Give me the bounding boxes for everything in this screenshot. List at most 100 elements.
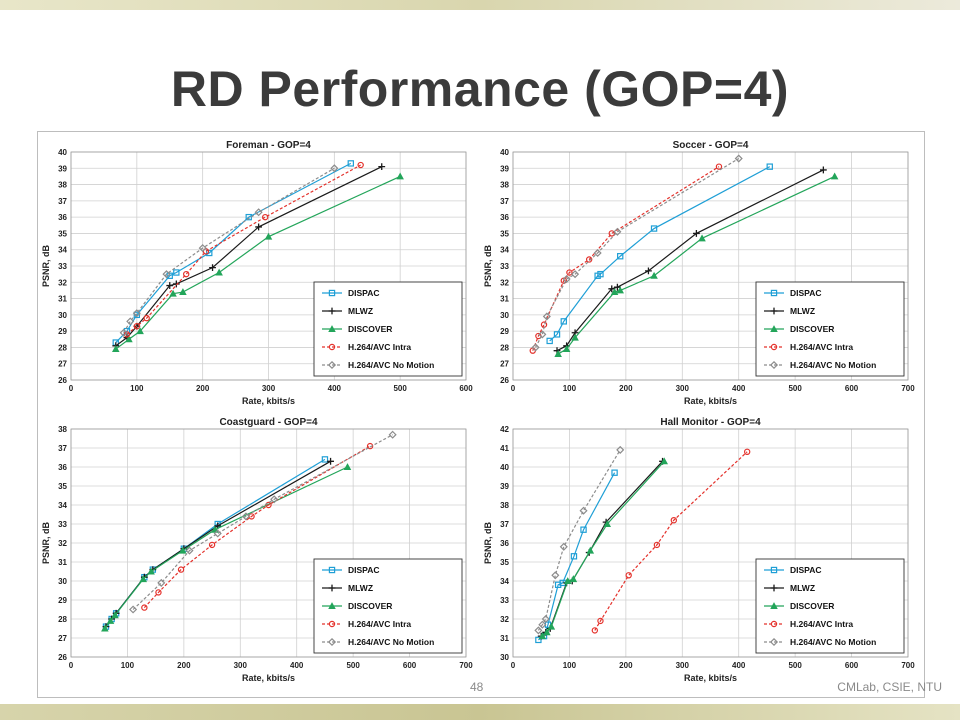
legend-label-h-264-avc-no-motion: H.264/AVC No Motion [790, 637, 876, 647]
legend: DISPAC MLWZ DISCOVER H.264/AVC Intra H.264/A… [313, 281, 463, 377]
chart-foreman: Foreman - GOP=4 26 27 28 29 30 31 32 33 34 35 36 37 3… [40, 137, 478, 409]
data-point-mlwz [819, 166, 827, 174]
y-tick-label: 34 [500, 577, 509, 586]
y-tick-label: 35 [58, 229, 67, 238]
data-point-h-264-avc-intra [608, 230, 615, 237]
y-tick-label: 32 [500, 615, 509, 624]
x-tick-label: 200 [177, 661, 191, 670]
data-point-discover [616, 286, 624, 294]
legend-marker-dispac [770, 289, 778, 297]
legend-marker-h-264-avc-no-motion [327, 360, 337, 370]
legend-marker-h-264-avc-no-motion [769, 637, 779, 647]
y-tick-label: 36 [500, 213, 509, 222]
legend-label-discover: DISCOVER [348, 324, 392, 334]
y-tick-label: 29 [500, 327, 509, 336]
x-tick-label: 200 [619, 384, 633, 393]
data-point-discover [610, 288, 619, 296]
legend-label-dispac: DISPAC [790, 565, 822, 575]
y-tick-label: 28 [500, 343, 509, 352]
legend-marker-h-264-avc-intra [770, 343, 778, 351]
y-tick-label: 33 [500, 596, 509, 605]
data-point-h-264-avc-no-motion [571, 270, 580, 279]
y-tick-label: 40 [500, 463, 509, 472]
series-line-h-264-avc-no-motion [123, 167, 335, 334]
y-tick-label: 37 [500, 520, 509, 529]
y-tick-label: 33 [500, 262, 509, 271]
legend-label-discover: DISCOVER [790, 324, 834, 334]
x-tick-label: 0 [69, 384, 74, 393]
y-tick-label: 35 [500, 229, 509, 238]
x-tick-label: 400 [290, 661, 304, 670]
y-tick-label: 30 [58, 577, 67, 586]
x-tick-label: 100 [121, 661, 135, 670]
x-tick-label: 300 [262, 384, 276, 393]
legend: DISPAC MLWZ DISCOVER H.264/AVC Intra H.264/A… [755, 281, 905, 377]
y-axis-label: PSNR, dB [483, 245, 493, 288]
legend-marker-dispac [770, 566, 778, 574]
x-tick-label: 0 [511, 384, 516, 393]
page-number: 48 [470, 680, 484, 694]
series-discover [538, 457, 669, 640]
y-tick-label: 32 [58, 539, 67, 548]
legend-label-h-264-avc-intra: H.264/AVC Intra [790, 342, 853, 352]
legend-label-h-264-avc-intra: H.264/AVC Intra [790, 619, 853, 629]
y-tick-label: 38 [58, 181, 67, 190]
chart-svg: Hall Monitor - GOP=4 30 31 32 33 34 35 36 37 38 39… [483, 417, 915, 683]
data-point-h-264-avc-intra [133, 323, 141, 330]
x-tick-label: 400 [732, 384, 746, 393]
x-tick-label: 300 [234, 661, 248, 670]
legend-marker-mlwz [770, 307, 778, 315]
x-tick-label: 0 [511, 661, 516, 670]
y-tick-label: 31 [58, 558, 67, 567]
x-tick-label: 500 [788, 661, 802, 670]
data-point-h-264-avc-intra [262, 213, 269, 221]
series-h-264-avc-intra [591, 448, 751, 634]
legend-marker-h-264-avc-intra [328, 620, 336, 628]
legend-label-mlwz: MLWZ [790, 306, 815, 316]
x-axis-label: Rate, kbits/s [242, 673, 295, 683]
data-point-discover [571, 333, 579, 341]
data-point-discover [111, 611, 119, 619]
data-point-h-264-avc-no-motion [157, 578, 166, 587]
data-point-discover [111, 345, 120, 353]
data-point-h-264-avc-no-motion [531, 343, 540, 352]
data-point-discover [543, 628, 551, 636]
data-point-h-264-avc-intra [625, 572, 632, 579]
series-line-h-264-avc-no-motion [132, 434, 393, 610]
data-point-discover [101, 624, 109, 632]
data-point-mlwz [209, 264, 216, 272]
data-point-dispac [650, 225, 658, 232]
data-point-dispac [245, 213, 252, 221]
data-point-h-264-avc-no-motion [734, 154, 743, 163]
data-point-discover [698, 234, 706, 242]
legend-marker-h-264-avc-no-motion [327, 637, 337, 647]
data-point-dispac [535, 636, 542, 644]
data-point-h-264-avc-no-motion [613, 227, 622, 236]
legend-marker-discover [328, 602, 336, 609]
y-tick-label: 26 [58, 376, 67, 385]
legend-marker-mlwz [328, 584, 336, 592]
data-point-h-264-avc-intra [183, 270, 190, 278]
series-dispac [535, 469, 618, 644]
data-point-discover [106, 616, 115, 624]
series-line-h-264-avc-intra [126, 164, 361, 335]
data-point-mlwz [166, 282, 174, 289]
data-point-h-264-avc-no-motion [542, 312, 551, 321]
data-point-h-264-avc-no-motion [198, 244, 207, 253]
data-point-h-264-avc-intra [653, 541, 661, 549]
data-point-mlwz [645, 267, 652, 275]
legend-label-discover: DISCOVER [790, 601, 834, 611]
data-point-dispac [766, 163, 773, 170]
x-tick-label: 700 [901, 384, 915, 393]
plot-area [70, 151, 467, 381]
chart-title: Soccer - GOP=4 [673, 140, 749, 151]
y-tick-label: 28 [58, 343, 67, 352]
data-point-h-264-avc-intra [743, 448, 751, 456]
legend-box [313, 558, 463, 654]
series-mlwz [102, 457, 334, 630]
data-point-h-264-avc-no-motion [579, 506, 588, 515]
chart-svg: Foreman - GOP=4 26 27 28 29 30 31 32 33 34 35 36 37 3… [41, 140, 473, 406]
y-tick-label: 39 [500, 482, 509, 491]
data-point-discover [562, 345, 571, 353]
data-point-h-264-avc-no-motion [551, 571, 560, 580]
